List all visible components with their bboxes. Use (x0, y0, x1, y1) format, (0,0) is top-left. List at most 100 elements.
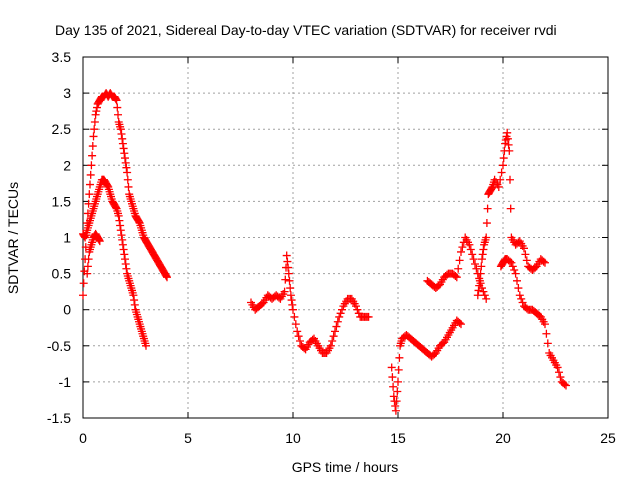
data-point (291, 320, 300, 329)
data-point (111, 95, 120, 104)
data-point (120, 250, 129, 259)
data-point (88, 151, 97, 160)
data-point (541, 320, 549, 329)
data-point (466, 245, 475, 254)
data-point (553, 363, 562, 372)
data-point (508, 262, 517, 271)
data-point (86, 170, 95, 179)
data-point (455, 256, 464, 265)
data-point (473, 291, 482, 300)
data-point (387, 363, 396, 372)
data-point (336, 309, 345, 318)
x-tick-label: 25 (600, 430, 616, 446)
data-point (289, 305, 297, 314)
data-point (284, 263, 293, 272)
data-point (499, 161, 507, 170)
series-track-f (496, 255, 570, 390)
data-point (514, 284, 523, 293)
data-point (130, 300, 139, 309)
data-point (510, 265, 519, 274)
data-point (117, 231, 126, 240)
data-point (457, 247, 465, 256)
y-tick-label: 3.5 (52, 49, 72, 65)
data-point (112, 96, 121, 105)
data-point (93, 103, 101, 112)
grid (83, 57, 608, 418)
data-point (465, 240, 474, 249)
data-point (329, 332, 338, 341)
data-point (479, 245, 488, 254)
data-point (496, 175, 505, 184)
data-point (521, 250, 530, 259)
data-point (114, 211, 123, 220)
data-point (482, 294, 491, 303)
data-point (482, 219, 491, 228)
data-point (457, 320, 465, 329)
y-tick-label: 2 (63, 157, 71, 173)
data-point (286, 284, 295, 293)
series-track-d (423, 233, 491, 303)
data-point (482, 233, 491, 242)
data-point (335, 312, 344, 321)
data-point (83, 262, 92, 271)
data-point (114, 110, 122, 119)
data-points (79, 89, 570, 415)
data-point (474, 286, 483, 295)
y-tick-label: 1.5 (52, 193, 72, 209)
data-point (116, 221, 125, 230)
y-tick-label: 0 (63, 302, 71, 318)
series-track-c (387, 316, 465, 415)
data-point (455, 318, 464, 327)
data-point (539, 257, 548, 266)
data-point (328, 336, 337, 345)
series-track-b (247, 251, 373, 358)
chart-title: Day 135 of 2021, Sidereal Day-to-day VTE… (55, 22, 557, 38)
x-tick-label: 0 (79, 430, 87, 446)
data-point (471, 259, 479, 268)
y-tick-label: 3 (63, 85, 71, 101)
data-point (95, 237, 104, 246)
data-point (79, 291, 87, 300)
data-point (123, 175, 132, 184)
data-point (118, 134, 127, 143)
data-point (87, 161, 96, 170)
data-point (95, 235, 104, 244)
data-point (469, 255, 478, 264)
series-track-a-lower (79, 175, 150, 350)
data-point (395, 353, 404, 362)
data-point (282, 251, 291, 260)
data-point (288, 300, 297, 309)
y-tick-label: 2.5 (52, 121, 72, 137)
x-tick-label: 10 (285, 430, 301, 446)
data-point (281, 275, 290, 284)
data-point (388, 373, 397, 382)
data-point (326, 341, 335, 350)
data-point (90, 125, 99, 134)
data-point (331, 327, 339, 336)
data-point (115, 216, 124, 225)
data-point (142, 341, 150, 350)
data-point (389, 392, 398, 401)
data-point (83, 269, 92, 278)
data-point (122, 163, 131, 172)
data-point (116, 125, 125, 134)
data-point (283, 257, 292, 266)
data-point (513, 276, 521, 285)
data-point (507, 258, 516, 267)
data-point (475, 276, 484, 285)
data-point (518, 298, 527, 307)
data-point (121, 154, 129, 163)
data-point (121, 158, 130, 167)
data-point (286, 291, 295, 300)
data-point (391, 401, 400, 410)
data-point (352, 302, 360, 311)
data-point (333, 317, 342, 326)
data-point (284, 269, 293, 278)
data-point (285, 276, 294, 285)
data-point (391, 406, 400, 415)
data-point (520, 244, 528, 253)
data-point (505, 146, 514, 155)
data-point (511, 269, 520, 278)
data-point (458, 243, 467, 252)
